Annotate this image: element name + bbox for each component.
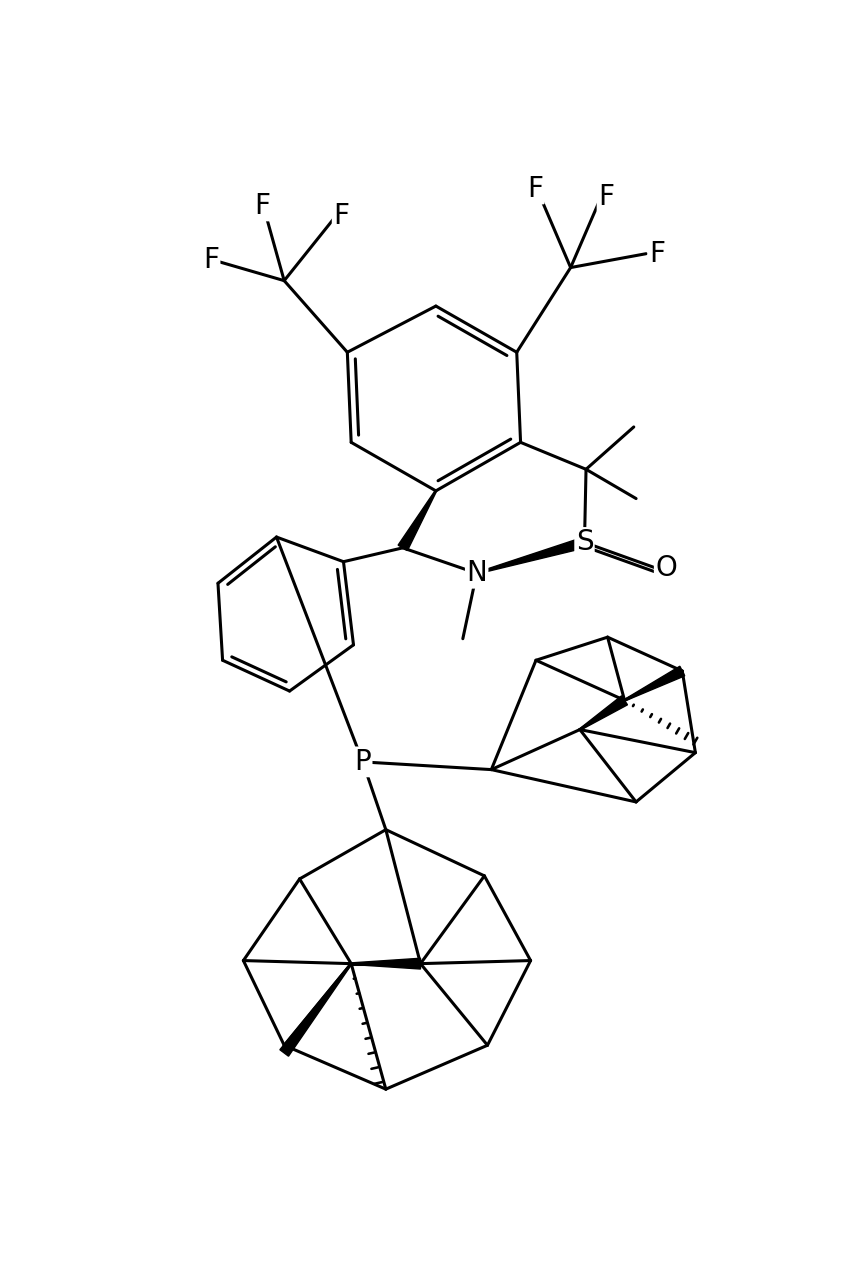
Text: F: F [203,246,219,274]
Polygon shape [279,963,352,1056]
Text: N: N [466,559,487,588]
Polygon shape [625,666,685,701]
Polygon shape [579,696,627,730]
Polygon shape [476,538,586,573]
Polygon shape [351,959,421,969]
Text: S: S [576,529,593,557]
Text: F: F [527,175,544,204]
Text: F: F [649,239,665,268]
Text: F: F [255,192,271,220]
Text: F: F [333,202,349,230]
Text: O: O [655,554,677,582]
Text: F: F [598,183,614,211]
Text: P: P [354,748,371,776]
Polygon shape [398,490,436,550]
